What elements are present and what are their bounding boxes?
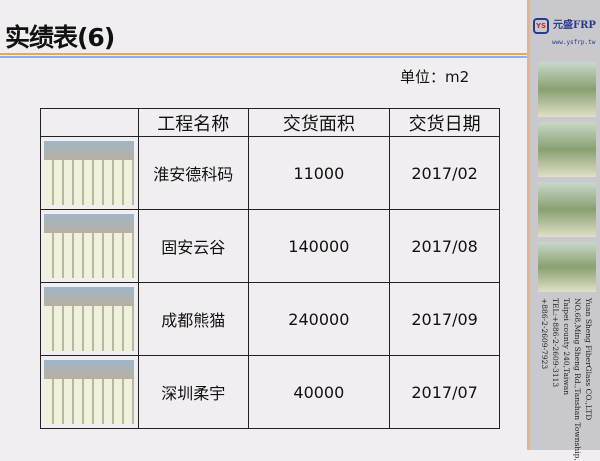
delivery-date: 2017/07 <box>389 355 500 429</box>
address-line: Yuan Sheng FiberGlass CO.,LTD <box>584 298 593 421</box>
address-line: +886-2-2609-7923 <box>540 298 549 370</box>
delivery-date: 2017/08 <box>389 209 500 283</box>
sidebar-photo <box>538 182 596 237</box>
logo-url: www.ysfrp.tw <box>552 39 596 46</box>
project-photo-cell <box>40 282 139 356</box>
project-photo-cell <box>40 209 139 283</box>
company-logo: YS 元盛FRP <box>533 18 596 34</box>
logo-mark-icon: YS <box>533 18 549 34</box>
project-photo <box>44 360 135 424</box>
company-address: Yuan Sheng FiberGlass CO.,LTD NO.68,Ming… <box>539 298 594 461</box>
project-photo-cell <box>40 355 139 429</box>
table-row: 成都熊猫 240000 2017/09 <box>40 282 500 356</box>
project-photo <box>44 287 135 351</box>
project-photo <box>44 214 135 278</box>
project-name: 成都熊猫 <box>137 282 249 356</box>
project-photo <box>44 141 135 205</box>
delivery-area: 240000 <box>247 282 391 356</box>
table-row: 固安云谷 140000 2017/08 <box>40 209 500 283</box>
header-project: 工程名称 <box>137 108 249 137</box>
delivery-area: 11000 <box>247 136 391 210</box>
header-photo <box>40 108 139 137</box>
unit-label: 单位：m2 <box>400 68 470 86</box>
divider-blue <box>0 56 527 58</box>
logo-text: 元盛FRP <box>553 20 596 31</box>
address-line: NO.68,Ming Sheng Rd.,Tanshan Township, <box>573 298 582 461</box>
table-row: 淮安德科码 11000 2017/02 <box>40 136 500 210</box>
project-name: 淮安德科码 <box>137 136 249 210</box>
performance-table: 工程名称 交货面积 交货日期 淮安德科码 11000 2017/02 固安云谷 … <box>40 108 500 429</box>
address-line: Taipei county 240,Taiwan <box>562 298 571 396</box>
project-photo-cell <box>40 136 139 210</box>
sidebar-photo <box>538 62 596 117</box>
page-title: 实绩表(6) <box>5 23 115 52</box>
table-row: 深圳柔宇 40000 2017/07 <box>40 355 500 429</box>
sidebar-photo <box>538 242 596 292</box>
sidebar: YS 元盛FRP www.ysfrp.tw Yuan Sheng FiberGl… <box>527 0 600 461</box>
header-area: 交货面积 <box>247 108 391 137</box>
delivery-area: 140000 <box>247 209 391 283</box>
address-line: TEL:+886-2-2609-3113 <box>551 298 560 388</box>
table-header: 工程名称 交货面积 交货日期 <box>40 108 500 137</box>
sidebar-photo <box>538 122 596 177</box>
delivery-date: 2017/09 <box>389 282 500 356</box>
delivery-area: 40000 <box>247 355 391 429</box>
project-name: 深圳柔宇 <box>137 355 249 429</box>
project-name: 固安云谷 <box>137 209 249 283</box>
divider-orange <box>0 53 527 55</box>
delivery-date: 2017/02 <box>389 136 500 210</box>
header-date: 交货日期 <box>389 108 500 137</box>
